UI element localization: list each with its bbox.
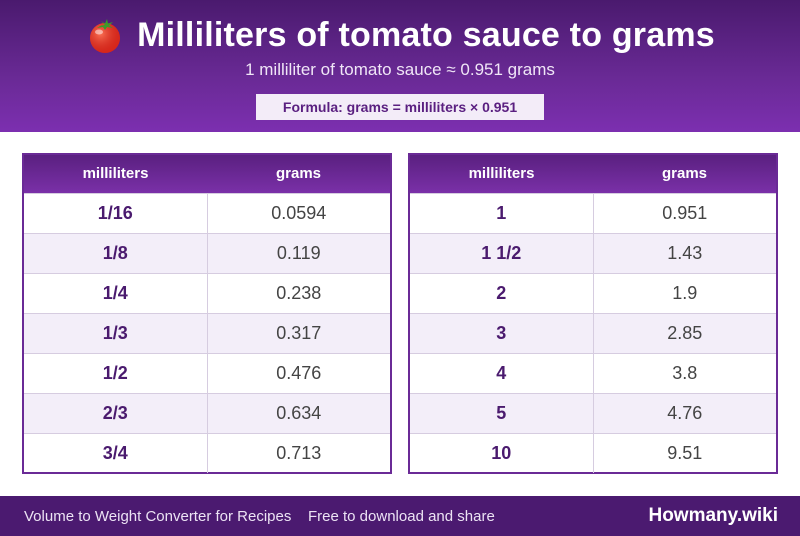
conversion-table-left: milliliters grams 1/16 0.0594 1/8 0.119 1/… (22, 153, 392, 474)
milliliters-cell: 3/4 (24, 432, 208, 473)
column-header-grams: grams (593, 155, 776, 193)
milliliters-cell: 1/2 (24, 352, 208, 393)
footer-share-note: Free to download and share (308, 507, 495, 525)
grams-cell: 1.43 (593, 232, 776, 273)
grams-cell: 0.0594 (207, 192, 390, 233)
milliliters-cell: 5 (410, 392, 594, 433)
table-row: 1 1/2 1.43 (410, 232, 776, 273)
grams-cell: 0.713 (207, 432, 390, 473)
grams-cell: 4.76 (593, 392, 776, 433)
table-row: 1/2 0.476 (24, 352, 390, 393)
grams-cell: 1.9 (593, 272, 776, 313)
grams-cell: 0.238 (207, 272, 390, 313)
grams-cell: 9.51 (593, 432, 776, 473)
table-row: 3/4 0.713 (24, 432, 390, 473)
table-row: 1/16 0.0594 (24, 192, 390, 233)
grams-cell: 2.85 (593, 312, 776, 353)
header-banner: Milliliters of tomato sauce to grams 1 m… (0, 0, 800, 132)
table-row: 1/4 0.238 (24, 272, 390, 313)
milliliters-cell: 3 (410, 312, 594, 353)
milliliters-cell: 1 1/2 (410, 232, 594, 273)
title-row: Milliliters of tomato sauce to grams (0, 12, 800, 58)
footer-bar: Volume to Weight Converter for Recipes F… (0, 496, 800, 536)
grams-cell: 0.119 (207, 232, 390, 273)
table-row: 4 3.8 (410, 352, 776, 393)
milliliters-cell: 1/8 (24, 232, 208, 273)
grams-cell: 0.317 (207, 312, 390, 353)
milliliters-cell: 1 (410, 192, 594, 233)
milliliters-cell: 1/3 (24, 312, 208, 353)
table-header-row: milliliters grams (24, 155, 390, 193)
table-row: 5 4.76 (410, 392, 776, 433)
footer-converter-label: Volume to Weight Converter for Recipes (24, 507, 292, 525)
table-row: 1/3 0.317 (24, 312, 390, 353)
grams-cell: 0.634 (207, 392, 390, 433)
conversion-subtitle: 1 milliliter of tomato sauce ≈ 0.951 gra… (245, 60, 555, 79)
table-row: 1 0.951 (410, 192, 776, 233)
column-header-milliliters: milliliters (410, 155, 593, 193)
milliliters-cell: 4 (410, 352, 594, 393)
table-row: 3 2.85 (410, 312, 776, 353)
milliliters-cell: 2/3 (24, 392, 208, 433)
milliliters-cell: 1/4 (24, 272, 208, 313)
grams-cell: 0.951 (593, 192, 776, 233)
brand-logo-text[interactable]: Howmany.wiki (648, 505, 778, 526)
tomato-icon (85, 15, 125, 55)
conversion-table-right: milliliters grams 1 0.951 1 1/2 1.43 2 1.9 … (408, 153, 778, 474)
column-header-grams: grams (207, 155, 390, 193)
grams-cell: 0.476 (207, 352, 390, 393)
table-row: 2/3 0.634 (24, 392, 390, 433)
table-header-row: milliliters grams (410, 155, 776, 193)
table-row: 2 1.9 (410, 272, 776, 313)
table-row: 1/8 0.119 (24, 232, 390, 273)
milliliters-cell: 1/16 (24, 192, 208, 233)
page-title: Milliliters of tomato sauce to grams (137, 15, 715, 54)
column-header-milliliters: milliliters (24, 155, 207, 193)
grams-cell: 3.8 (593, 352, 776, 393)
milliliters-cell: 10 (410, 432, 594, 473)
formula-badge: Formula: grams = milliliters × 0.951 (256, 94, 544, 120)
milliliters-cell: 2 (410, 272, 594, 313)
table-row: 10 9.51 (410, 432, 776, 473)
